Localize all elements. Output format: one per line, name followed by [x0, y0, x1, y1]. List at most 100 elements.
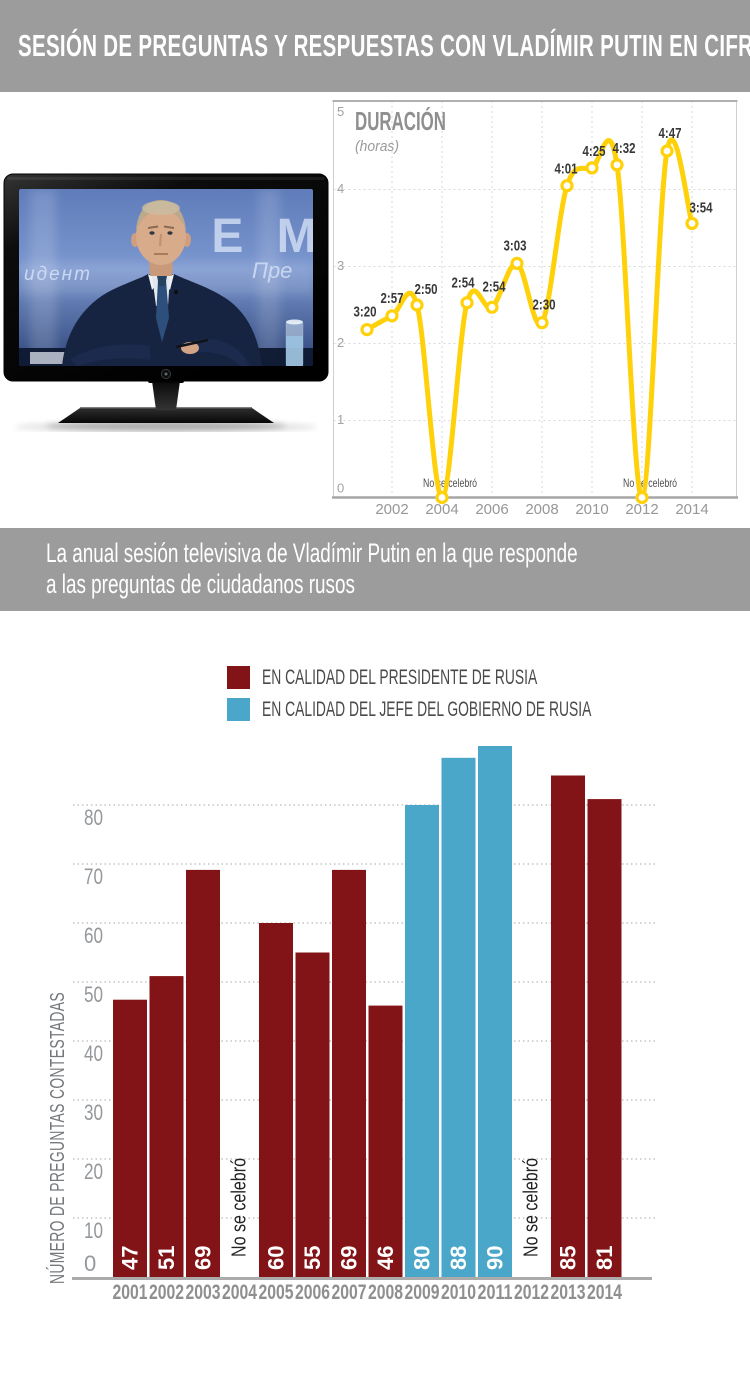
marker-2007 — [510, 256, 524, 270]
svg-text:3:20: 3:20 — [354, 304, 377, 321]
svg-text:2:57: 2:57 — [381, 290, 404, 307]
svg-text:2010: 2010 — [575, 501, 608, 518]
svg-text:47: 47 — [118, 1246, 143, 1270]
svg-text:2006: 2006 — [475, 501, 508, 518]
svg-text:4: 4 — [337, 181, 344, 196]
svg-text:51: 51 — [154, 1246, 179, 1270]
marker-2002 — [385, 309, 399, 323]
svg-text:2005: 2005 — [259, 1281, 294, 1304]
svg-text:60: 60 — [84, 923, 103, 948]
bar-2005 — [259, 923, 293, 1277]
legend-item-pm: EN CALIDAD DEL JEFE DEL GOBIERNO DE RUSI… — [227, 698, 750, 721]
tv-stand-base — [58, 408, 274, 423]
svg-text:2: 2 — [337, 335, 344, 350]
tv-image: R E M идент Пре — [0, 170, 332, 433]
svg-text:2007: 2007 — [332, 1281, 367, 1304]
svg-text:2001: 2001 — [113, 1281, 148, 1304]
svg-text:70: 70 — [84, 864, 103, 889]
banner-line-2: a las preguntas de ciudadanos rusos — [46, 569, 355, 599]
svg-text:90: 90 — [483, 1246, 508, 1270]
svg-text:2006: 2006 — [295, 1281, 330, 1304]
not-held-2012: No se celebró — [521, 1158, 543, 1257]
svg-text:69: 69 — [337, 1246, 362, 1270]
bar-2003 — [186, 869, 220, 1277]
marker-2012 — [635, 490, 649, 505]
backdrop-script-right: Пре — [252, 258, 292, 283]
legend-label-president: EN CALIDAD DEL PRESIDENTE DE RUSIA — [262, 665, 538, 689]
svg-text:3:03: 3:03 — [504, 237, 527, 254]
bar-2013 — [551, 775, 585, 1277]
svg-text:3:54: 3:54 — [690, 199, 713, 216]
marker-2010 — [585, 161, 599, 175]
svg-text:2008: 2008 — [525, 501, 558, 518]
duration-grid — [333, 101, 737, 498]
duration-x-ticks: 2002 2004 2006 2008 2010 2012 2014 — [375, 501, 708, 518]
pen — [175, 338, 209, 349]
bar-2007 — [332, 869, 366, 1277]
tv-stand-neck — [152, 381, 180, 410]
marker-2001 — [360, 323, 374, 337]
svg-text:81: 81 — [592, 1246, 617, 1270]
banner-line-1: La anual sesión televisiva de Vladímir P… — [46, 538, 578, 568]
svg-text:2012: 2012 — [625, 501, 658, 518]
page-title: SESIÓN DE PREGUNTAS Y RESPUESTAS CON VLA… — [18, 28, 750, 63]
svg-text:4:01: 4:01 — [555, 161, 578, 178]
svg-text:2012: 2012 — [514, 1281, 549, 1304]
svg-text:2:50: 2:50 — [415, 281, 438, 298]
svg-text:60: 60 — [264, 1246, 289, 1270]
bar-2014 — [587, 799, 622, 1277]
duration-subtitle: (horas) — [355, 138, 399, 155]
svg-text:5: 5 — [337, 104, 344, 119]
questions-x-ticks: 2001 2002 2003 2004 2005 2006 2007 2008 2009 2010… — [113, 1281, 623, 1304]
bar-2008 — [368, 1005, 403, 1277]
header-band: SESIÓN DE PREGUNTAS Y RESPUESTAS CON VLA… — [0, 0, 750, 92]
tv-illustration: R E M идент Пре — [3, 173, 329, 433]
marker-2013 — [660, 144, 674, 158]
svg-text:40: 40 — [84, 1041, 103, 1066]
svg-text:4:25: 4:25 — [583, 143, 606, 160]
svg-text:2002: 2002 — [149, 1281, 184, 1304]
svg-text:85: 85 — [556, 1246, 581, 1270]
bar-2009 — [405, 805, 439, 1277]
questions-y-ticks: 0 10 20 30 40 50 60 70 80 — [84, 805, 103, 1276]
svg-text:2003: 2003 — [186, 1281, 221, 1304]
svg-text:0: 0 — [84, 1251, 96, 1276]
svg-text:2004: 2004 — [425, 501, 458, 518]
svg-text:2014: 2014 — [675, 501, 708, 518]
svg-text:1: 1 — [337, 412, 344, 427]
legend-item-president: EN CALIDAD DEL PRESIDENTE DE RUSIA — [227, 666, 750, 689]
legend: EN CALIDAD DEL PRESIDENTE DE RUSIA EN CA… — [227, 666, 750, 730]
duration-line — [364, 137, 695, 501]
svg-text:88: 88 — [446, 1246, 471, 1270]
svg-text:69: 69 — [191, 1246, 216, 1270]
bar-2010 — [441, 757, 476, 1277]
svg-text:2004: 2004 — [222, 1281, 257, 1304]
bar-2001 — [113, 999, 147, 1277]
duration-line-chart: 0 1 2 3 4 5 2002 2004 2006 2008 2010 2012 2014 DURACI… — [332, 100, 738, 518]
duration-title: DURACIÓN — [355, 106, 446, 136]
tv-screen: R E M идент Пре — [19, 189, 313, 366]
water-glass — [285, 319, 304, 366]
questions-y-axis-title: NÚMERO DE PREGUNTAS CONTESTADAS — [46, 992, 69, 1284]
svg-text:80: 80 — [410, 1246, 435, 1270]
tv-frame-gloss — [7, 177, 325, 180]
subtitle-banner: La anual sesión televisiva de Vladímir P… — [0, 528, 750, 611]
svg-text:80: 80 — [84, 805, 103, 830]
svg-text:30: 30 — [84, 1100, 103, 1125]
svg-text:2010: 2010 — [441, 1281, 476, 1304]
svg-text:3: 3 — [337, 258, 344, 273]
marker-2006 — [485, 300, 499, 314]
marker-2008 — [535, 316, 549, 330]
svg-text:2009: 2009 — [405, 1281, 440, 1304]
putin-figure — [62, 200, 262, 366]
backdrop-script-left: идент — [24, 264, 92, 285]
svg-text:2013: 2013 — [551, 1281, 586, 1304]
svg-text:4:47: 4:47 — [659, 125, 682, 142]
questions-bar-chart: 0 10 20 30 40 50 60 70 80 47 51 69 No se celebró 60 55… — [46, 746, 655, 1304]
legend-label-pm: EN CALIDAD DEL JEFE DEL GOBIERNO DE RUSI… — [262, 697, 592, 721]
svg-text:2011: 2011 — [478, 1281, 513, 1304]
svg-text:50: 50 — [84, 982, 103, 1007]
svg-text:No se celebró: No se celebró — [623, 476, 677, 490]
svg-text:2008: 2008 — [368, 1281, 403, 1304]
